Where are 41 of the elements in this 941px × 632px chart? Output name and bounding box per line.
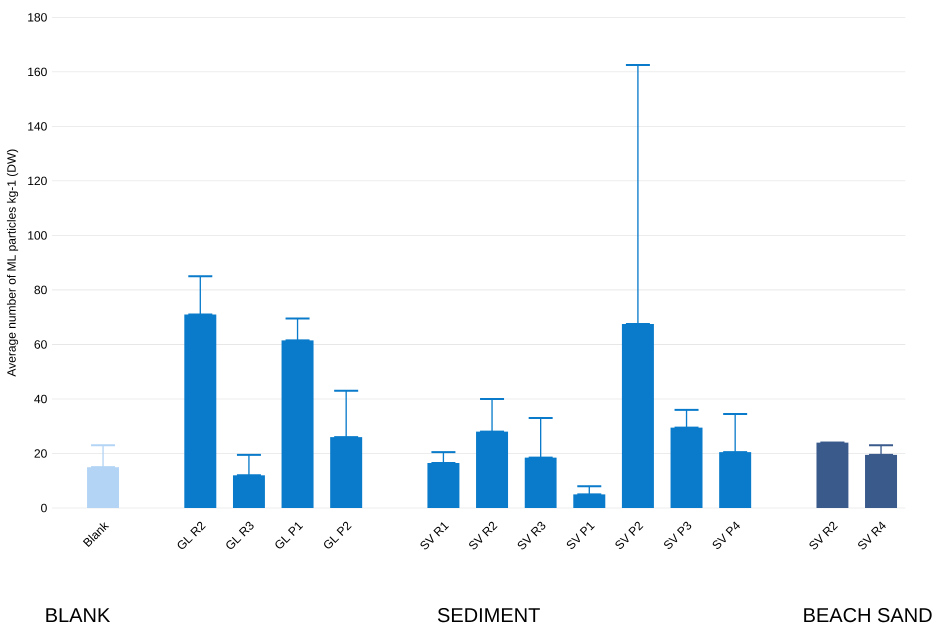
x-tick-label: GL R3 [226,522,254,549]
y-tick-label: 60 [34,340,47,349]
y-tick-label: 180 [28,13,47,22]
x-tick-label: GL P2 [324,522,352,548]
text: SEDIMENT [438,608,540,622]
x-tick-label: SV P1 [566,522,595,549]
text: BLANK [46,608,110,622]
y-tick-label: 120 [28,176,47,186]
bar [282,340,314,508]
x-tick-label: SV R3 [518,522,546,550]
y-tick-label: 40 [34,394,47,404]
bar [670,428,703,508]
bar [427,463,460,508]
y-tick-label: 140 [28,122,47,131]
x-tick-label: GL P1 [275,522,304,548]
y-tick-label: 80 [34,286,47,294]
x-tick-label: SV R4 [858,522,886,550]
y-tick-label: 160 [28,68,47,76]
bar [573,494,606,508]
x-tick-label: SV R2 [469,522,498,550]
bar [524,458,557,508]
y-tick-label: 0 [41,504,47,512]
x-tick-label: GL R2 [178,522,206,549]
bar [622,324,654,508]
bar [184,314,216,508]
bar [476,432,508,508]
y-tick-label: 20 [34,449,47,458]
y-axis-title: Average number of ML particles kg-1 (DW) [6,150,18,377]
bar [232,475,265,508]
bar [719,452,752,508]
bar [87,467,120,508]
x-tick-label: SV R1 [420,522,449,550]
bar [865,454,898,508]
x-tick-label: SV P2 [615,522,644,549]
x-tick-label: SV P3 [664,522,692,549]
x-tick-label: SV P4 [712,522,740,549]
bar [330,437,362,508]
text: BEACH SAND [804,608,932,622]
x-tick-label: SV R2 [809,522,838,550]
bar [816,442,848,508]
y-tick-label: 100 [28,231,47,240]
